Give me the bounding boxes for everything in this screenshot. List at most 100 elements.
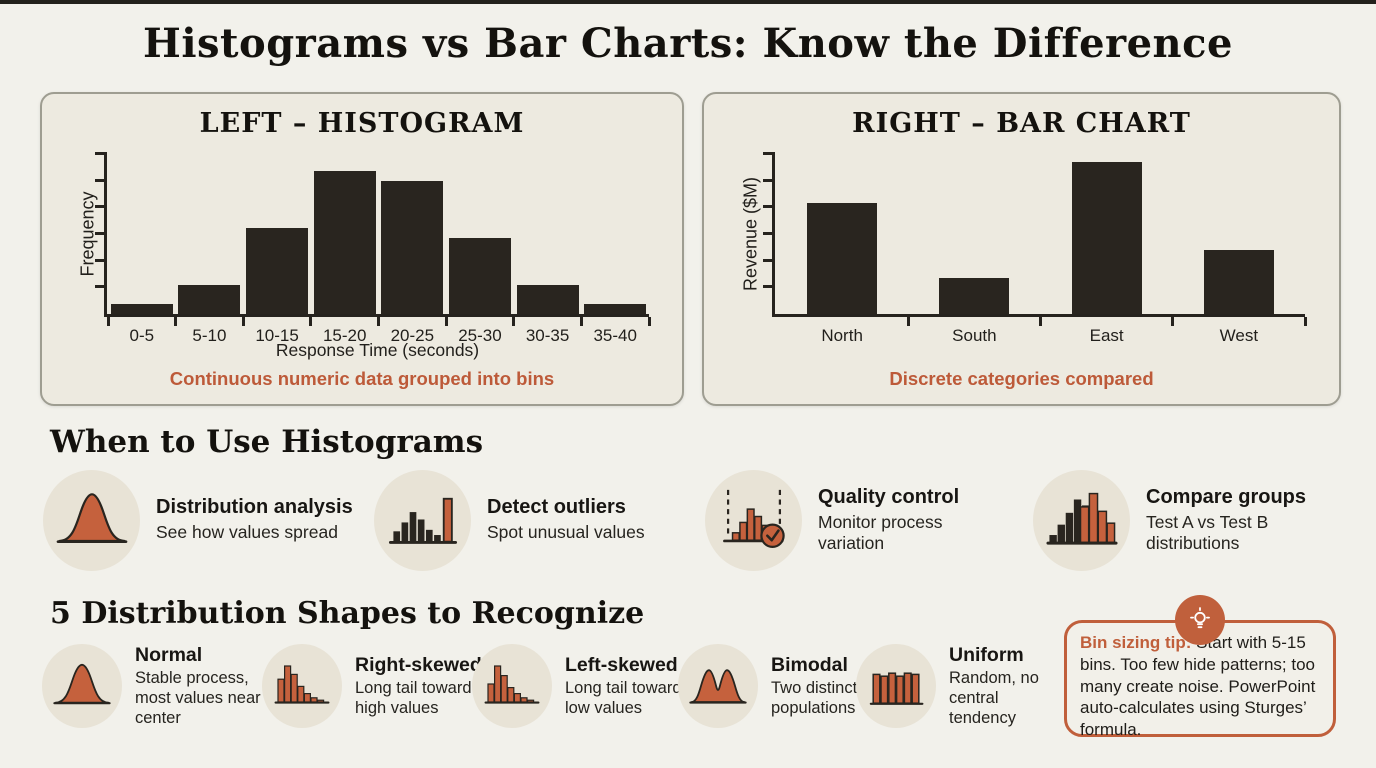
data-bar-East [1071, 162, 1142, 314]
shape-text: Right-skewed Long tail toward high values [355, 654, 485, 719]
shape-title: Uniform [949, 644, 1024, 666]
x-axis-tick [106, 317, 110, 326]
x-tick-label: 15-20 [322, 326, 367, 345]
y-axis-tick [95, 178, 104, 182]
x-tick-label: West [1219, 326, 1259, 345]
shape-item: Uniform Random, no central tendency [856, 644, 1057, 729]
bar-slot [446, 154, 514, 314]
bell-curve-icon [55, 481, 129, 560]
x-axis-tick [377, 317, 380, 326]
data-bar-25-30 [448, 237, 511, 314]
bar-slot [1173, 154, 1305, 314]
bar-slot [108, 154, 176, 314]
x-axis [104, 314, 649, 317]
bar-slot [311, 154, 379, 314]
use-title: Distribution analysis [156, 496, 353, 519]
shapes-heading: 5 Distribution Shapes to Recognize [50, 596, 645, 631]
y-axis-tick [95, 152, 104, 155]
y-axis [763, 152, 775, 317]
x-tick-label: 30-35 [525, 326, 570, 345]
use-title: Compare groups [1146, 485, 1307, 508]
shape-item: Left-skewed Long tail toward low values [472, 644, 695, 728]
histogram-panel-title: LEFT – HISTOGRAM [199, 108, 525, 139]
y-axis-tick [763, 178, 772, 182]
shape-text: Left-skewed Long tail toward low values [565, 654, 695, 719]
y-axis-label: Revenue ($M) [740, 176, 761, 292]
x-axis-title: Response Time (seconds) [275, 340, 480, 360]
x-axis-tick [647, 317, 651, 326]
use-text: Detect outliers Spot unusual values [487, 496, 645, 543]
shape-subtitle: Long tail toward high values [355, 678, 472, 717]
bar-slot [379, 154, 447, 314]
plot-area [776, 154, 1305, 314]
shape-text: Bimodal Two distinct populations [771, 654, 887, 719]
shape-text: Uniform Random, no central tendency [949, 644, 1057, 728]
icon-circle [1033, 469, 1130, 571]
data-bar-15-20 [313, 171, 376, 314]
x-tick-labels: 0-5 5-10 10-15 15-20 20-25 25-30 30-35 35-40 [108, 326, 649, 346]
x-axis-tick [1171, 317, 1175, 326]
outlier-histogram-icon [386, 481, 460, 560]
use-item: Compare groups Test A vs Test B distribut… [1033, 468, 1331, 572]
shape-subtitle: Two distinct populations [771, 678, 858, 717]
icon-circle [472, 644, 552, 728]
tip-text: Bin sizing tip: Start with 5-15 bins. To… [1080, 632, 1320, 741]
bar-slot [243, 154, 311, 314]
x-tick-label: North [821, 326, 863, 345]
bar-slot [776, 154, 908, 314]
left-skew-icon [482, 654, 542, 719]
data-bar-20-25 [381, 180, 444, 314]
data-bar-South [939, 277, 1010, 314]
y-axis-tick [763, 285, 772, 289]
y-axis-tick [95, 232, 104, 235]
histogram-panel: LEFT – HISTOGRAM Frequency 0-5 5-10 10-15 1… [40, 92, 684, 406]
bar-chart-caption: Discrete categories compared [889, 368, 1154, 389]
x-tick-label: 20-25 [390, 326, 435, 345]
data-bar-30-35 [516, 285, 579, 314]
icon-circle [42, 644, 122, 729]
x-tick-label: 10-15 [255, 326, 299, 345]
bar-chart-panel-title: RIGHT – BAR CHART [852, 108, 1191, 139]
use-item: Distribution analysis See how values spre… [43, 468, 353, 572]
uniform-icon [866, 654, 926, 719]
icon-circle [374, 469, 471, 571]
shape-subtitle: Long tail toward low values [565, 678, 682, 717]
page-title: Histograms vs Bar Charts: Know the Diffe… [143, 20, 1233, 67]
y-axis-tick [763, 205, 772, 209]
y-axis-tick [763, 258, 772, 262]
use-subtitle: Spot unusual values [487, 522, 645, 543]
right-skew-icon [272, 654, 332, 719]
use-title: Quality control [818, 485, 960, 508]
x-axis-tick [309, 317, 313, 326]
y-axis-tick [763, 152, 772, 155]
icon-circle [43, 469, 140, 571]
bar-slot [176, 154, 244, 314]
x-axis-tick [1303, 317, 1307, 326]
data-bar-5-10 [178, 285, 241, 314]
shape-subtitle: Stable process, most values near center [135, 669, 261, 727]
bar-slot [514, 154, 582, 314]
icon-circle [705, 469, 802, 571]
x-tick-label: 35-40 [593, 326, 637, 345]
x-tick-label: East [1089, 326, 1124, 345]
bimodal-icon [688, 654, 748, 719]
x-axis-tick [241, 317, 245, 326]
data-bar-35-40 [584, 304, 647, 314]
shape-title: Bimodal [771, 653, 848, 676]
shape-item: Normal Stable process, most values near c… [42, 644, 263, 729]
when-to-use-heading: When to Use Histograms [50, 424, 484, 460]
y-axis-tick [763, 232, 772, 235]
use-item: Quality control Monitor process variation [705, 468, 978, 572]
bar-slot [908, 154, 1040, 314]
plot-area [108, 154, 649, 314]
x-tick-label: 5-10 [192, 326, 227, 345]
x-axis-tick [444, 317, 448, 326]
y-axis-tick [95, 285, 104, 289]
bar-slot [1041, 154, 1173, 314]
use-text: Quality control Monitor process variation [818, 486, 978, 555]
shape-subtitle: Random, no central tendency [949, 669, 1039, 727]
x-axis-tick [906, 317, 910, 326]
x-axis-tick [579, 317, 583, 326]
bar-chart: Revenue ($M) North South East West [741, 152, 1307, 345]
